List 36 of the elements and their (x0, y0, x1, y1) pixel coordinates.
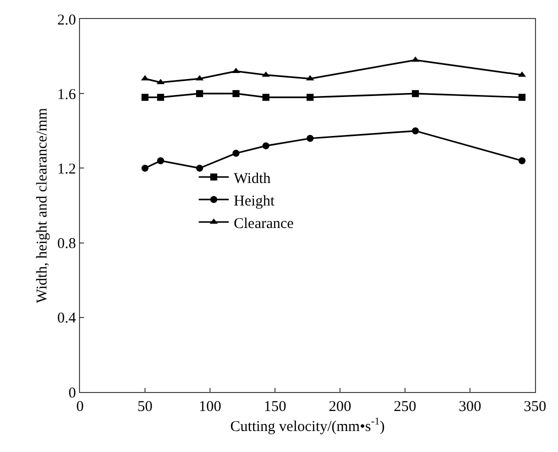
point (412, 127, 419, 134)
point (196, 90, 204, 98)
x-tick-label: 300 (458, 399, 482, 415)
point (142, 164, 148, 172)
point (157, 94, 164, 101)
point (196, 164, 204, 172)
x-axis-title: Cutting velocity/(mm•s$^{-1}$) (230, 416, 385, 435)
legend-label: Width (234, 170, 272, 187)
point (412, 90, 419, 98)
x-tick-label: 150 (264, 399, 286, 415)
x-tick-label: 200 (328, 399, 352, 415)
point (262, 71, 270, 77)
x-tick-label: 100 (198, 399, 222, 415)
x-tick-label: 350 (524, 399, 546, 415)
point (306, 134, 314, 142)
point (157, 157, 164, 164)
legend-label: Clearance (234, 216, 294, 232)
point (262, 142, 270, 150)
y-tick-label: 0.8 (57, 236, 76, 252)
point (232, 90, 240, 98)
point (306, 94, 314, 101)
y-tick-label: 0.4 (57, 310, 76, 327)
point (232, 150, 240, 157)
y-tick-label: 1.2 (57, 161, 76, 178)
point (262, 94, 270, 101)
y-axis-title: Width, height and clearance/mm (34, 108, 50, 304)
point (156, 78, 165, 84)
y-tick-label: 0 (68, 385, 76, 402)
x-tick-label: 50 (138, 399, 152, 415)
point (518, 94, 526, 101)
point (518, 157, 526, 164)
x-tick-label: 250 (394, 399, 416, 415)
point (142, 94, 148, 101)
y-tick-label: 2.0 (57, 12, 76, 28)
legend-label: Height (234, 193, 276, 210)
y-tick-label: 1.6 (57, 86, 76, 103)
